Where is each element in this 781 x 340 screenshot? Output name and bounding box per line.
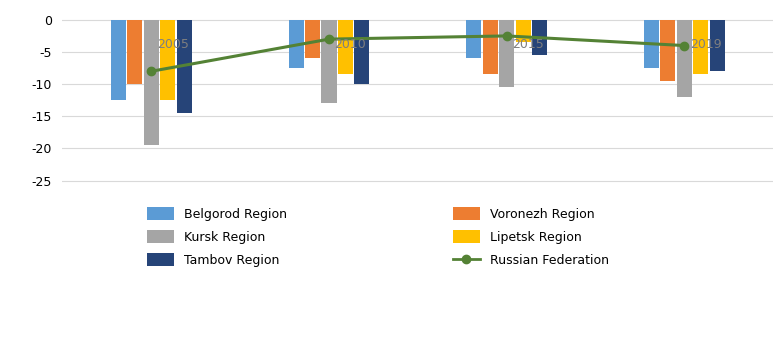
Bar — [694, 20, 708, 74]
Text: 2005: 2005 — [157, 38, 189, 51]
Bar — [160, 20, 175, 100]
Bar — [289, 20, 304, 68]
Bar — [710, 20, 725, 71]
Russian Federation — [324, 37, 333, 41]
Bar — [322, 20, 337, 103]
Bar — [338, 20, 353, 74]
Text: 2010: 2010 — [334, 38, 366, 51]
Legend: Voronezh Region, Lipetsk Region, Russian Federation: Voronezh Region, Lipetsk Region, Russian… — [452, 207, 609, 267]
Bar — [661, 20, 676, 81]
Russian Federation — [502, 34, 512, 38]
Bar — [499, 20, 514, 87]
Bar — [532, 20, 547, 55]
Text: 2019: 2019 — [690, 38, 722, 51]
Bar — [466, 20, 481, 58]
Bar — [515, 20, 530, 42]
Bar — [644, 20, 659, 68]
Bar — [111, 20, 126, 100]
Bar — [355, 20, 369, 84]
Line: Russian Federation: Russian Federation — [147, 32, 689, 75]
Bar — [677, 20, 692, 97]
Bar — [305, 20, 320, 58]
Bar — [144, 20, 159, 145]
Bar — [177, 20, 191, 113]
Text: 2015: 2015 — [512, 38, 544, 51]
Bar — [483, 20, 497, 74]
Bar — [127, 20, 142, 84]
Russian Federation — [147, 69, 156, 73]
Russian Federation — [679, 44, 689, 48]
